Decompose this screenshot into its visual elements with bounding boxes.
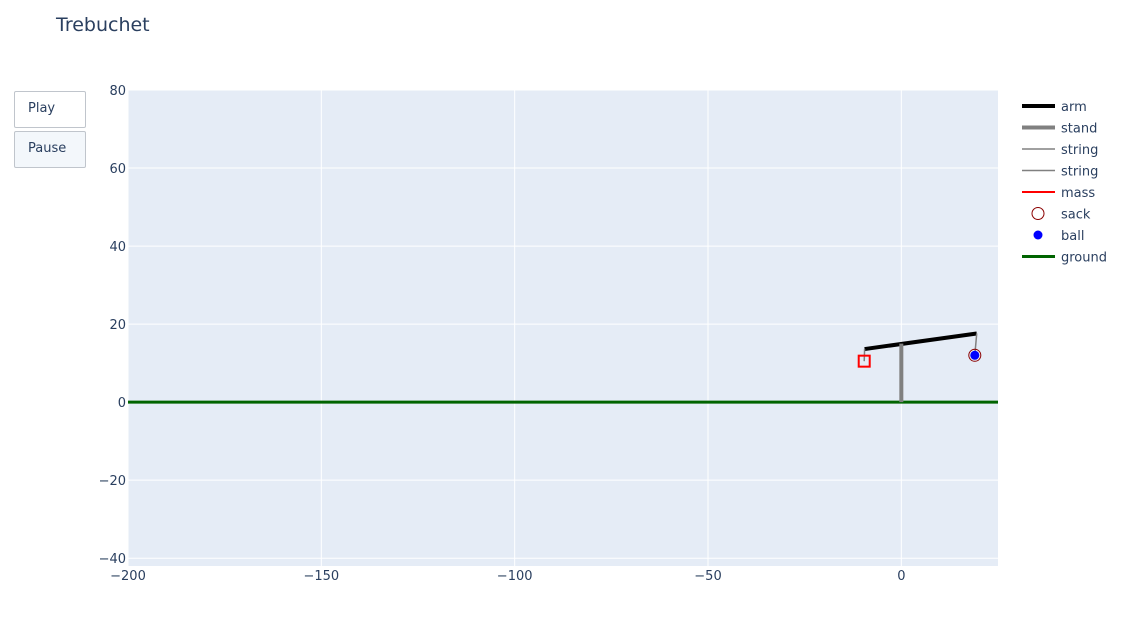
legend-label: string bbox=[1061, 143, 1098, 158]
y-tick-label: 0 bbox=[118, 396, 126, 411]
x-tick-label: 0 bbox=[897, 569, 905, 584]
y-tick-label: 80 bbox=[109, 84, 126, 99]
legend-label: ground bbox=[1061, 251, 1107, 266]
legend[interactable]: arm stand string string mass sack ball ground bbox=[1022, 100, 1107, 266]
y-tick-label: −40 bbox=[99, 552, 126, 567]
legend-label: ball bbox=[1061, 229, 1084, 244]
legend-swatch bbox=[1033, 230, 1043, 240]
play-button[interactable]: Play bbox=[14, 91, 86, 128]
x-tick-label: −150 bbox=[303, 569, 339, 584]
x-tick-label: −50 bbox=[694, 569, 721, 584]
legend-item-arm[interactable]: arm bbox=[1022, 100, 1087, 115]
chart-title: Trebuchet bbox=[56, 14, 150, 36]
legend-item-ball[interactable]: ball bbox=[1033, 229, 1085, 244]
legend-item-stand[interactable]: stand bbox=[1022, 122, 1097, 137]
pause-button[interactable]: Pause bbox=[14, 131, 86, 168]
series-ball-marker bbox=[970, 350, 980, 360]
legend-item-mass[interactable]: mass bbox=[1022, 186, 1095, 201]
series-arm-line bbox=[864, 331, 978, 352]
y-tick-label: 60 bbox=[109, 162, 126, 177]
legend-item-string[interactable]: string bbox=[1022, 165, 1098, 180]
legend-item-string[interactable]: string bbox=[1022, 143, 1098, 158]
plot-area bbox=[128, 90, 998, 566]
x-tick-label: −200 bbox=[110, 569, 146, 584]
legend-label: sack bbox=[1061, 208, 1091, 223]
y-tick-label: 40 bbox=[109, 240, 126, 255]
series-sack-marker bbox=[968, 348, 982, 362]
y-tick-label: −20 bbox=[99, 474, 126, 489]
legend-label: arm bbox=[1061, 100, 1087, 115]
legend-item-sack[interactable]: sack bbox=[1031, 207, 1091, 223]
x-tick-label: −100 bbox=[497, 569, 533, 584]
legend-item-ground[interactable]: ground bbox=[1022, 251, 1107, 266]
y-tick-label: 20 bbox=[109, 318, 126, 333]
series-mass-marker bbox=[857, 354, 871, 368]
legend-label: stand bbox=[1061, 122, 1097, 137]
legend-label: string bbox=[1061, 165, 1098, 180]
legend-label: mass bbox=[1061, 186, 1095, 201]
data-marks bbox=[128, 331, 998, 404]
legend-swatch bbox=[1031, 207, 1045, 220]
